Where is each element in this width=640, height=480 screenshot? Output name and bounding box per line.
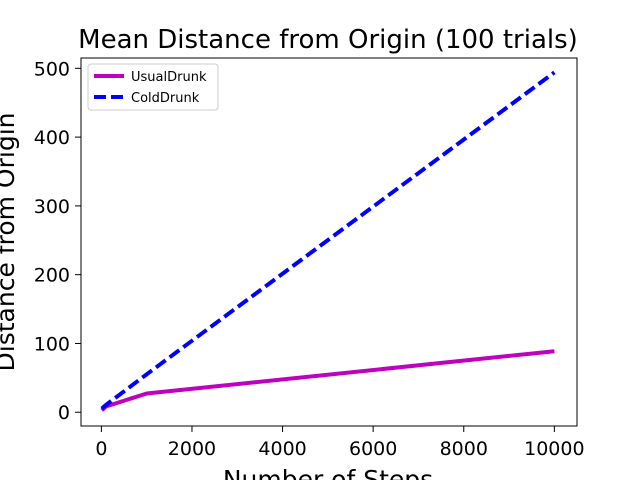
legend-label-usualdrunk: UsualDrunk bbox=[131, 70, 207, 85]
y-axis-label: Distance from Origin bbox=[0, 113, 20, 372]
x-axis-label: Number of Steps bbox=[223, 465, 433, 480]
legend: UsualDrunk ColdDrunk bbox=[87, 63, 219, 111]
y-tick-label: 100 bbox=[34, 333, 70, 355]
y-tick-label: 400 bbox=[34, 127, 70, 149]
x-tick-label: 8000 bbox=[440, 438, 488, 460]
series-line-colddrunk bbox=[100, 70, 556, 411]
x-tick-label: 2000 bbox=[168, 438, 216, 460]
y-tick-label: 300 bbox=[34, 196, 70, 218]
x-tick-label: 0 bbox=[95, 438, 107, 460]
plot-area bbox=[80, 57, 578, 427]
series-layer bbox=[100, 70, 556, 412]
x-tick-label: 4000 bbox=[258, 438, 306, 460]
y-tick-label: 500 bbox=[34, 58, 70, 80]
y-tick-label: 200 bbox=[34, 265, 70, 287]
y-axis-ticks: 0 100 200 300 400 500 bbox=[34, 58, 81, 424]
y-tick-label: 0 bbox=[58, 402, 70, 424]
x-tick-label: 10000 bbox=[524, 438, 584, 460]
series-line-usualdrunk bbox=[100, 349, 555, 412]
x-tick-label: 6000 bbox=[349, 438, 397, 460]
legend-label-colddrunk: ColdDrunk bbox=[131, 91, 200, 106]
x-axis-ticks: 0 2000 4000 6000 8000 10000 bbox=[95, 426, 585, 460]
chart-title: Mean Distance from Origin (100 trials) bbox=[78, 25, 578, 55]
